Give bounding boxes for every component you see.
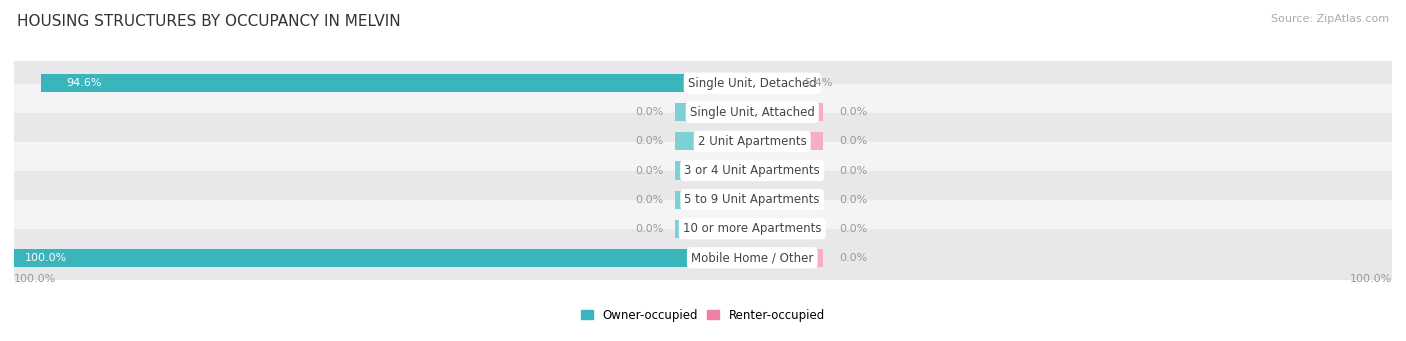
Text: 0.0%: 0.0% xyxy=(636,136,664,146)
Text: 5 to 9 Unit Apartments: 5 to 9 Unit Apartments xyxy=(685,193,820,206)
Text: 0.0%: 0.0% xyxy=(636,195,664,205)
Bar xyxy=(675,191,752,209)
Bar xyxy=(675,132,752,150)
Bar xyxy=(752,74,787,92)
Text: HOUSING STRUCTURES BY OCCUPANCY IN MELVIN: HOUSING STRUCTURES BY OCCUPANCY IN MELVI… xyxy=(17,14,401,29)
Text: 94.6%: 94.6% xyxy=(66,78,101,88)
Bar xyxy=(752,162,823,179)
FancyBboxPatch shape xyxy=(0,200,1406,257)
Text: 0.0%: 0.0% xyxy=(839,195,868,205)
Text: 0.0%: 0.0% xyxy=(636,165,664,176)
Text: 100.0%: 100.0% xyxy=(25,253,67,263)
Text: Single Unit, Attached: Single Unit, Attached xyxy=(690,106,814,119)
Bar xyxy=(675,103,752,121)
Bar xyxy=(752,103,823,121)
Text: 0.0%: 0.0% xyxy=(636,107,664,117)
Text: 0.0%: 0.0% xyxy=(839,224,868,234)
Bar xyxy=(752,249,823,267)
Text: 0.0%: 0.0% xyxy=(839,136,868,146)
Bar xyxy=(675,162,752,179)
Text: 10 or more Apartments: 10 or more Apartments xyxy=(683,222,821,235)
FancyBboxPatch shape xyxy=(0,229,1406,286)
FancyBboxPatch shape xyxy=(0,113,1406,170)
FancyBboxPatch shape xyxy=(0,84,1406,141)
Text: 5.4%: 5.4% xyxy=(804,78,832,88)
FancyBboxPatch shape xyxy=(0,171,1406,228)
Bar xyxy=(752,132,823,150)
Text: 100.0%: 100.0% xyxy=(1350,274,1392,284)
Legend: Owner-occupied, Renter-occupied: Owner-occupied, Renter-occupied xyxy=(581,309,825,322)
Bar xyxy=(0,249,752,267)
Bar xyxy=(752,220,823,238)
Bar xyxy=(675,220,752,238)
Text: 0.0%: 0.0% xyxy=(839,253,868,263)
Text: Mobile Home / Other: Mobile Home / Other xyxy=(690,251,814,264)
Text: 2 Unit Apartments: 2 Unit Apartments xyxy=(697,135,807,148)
Text: 100.0%: 100.0% xyxy=(14,274,56,284)
Text: 3 or 4 Unit Apartments: 3 or 4 Unit Apartments xyxy=(685,164,820,177)
Text: 0.0%: 0.0% xyxy=(839,165,868,176)
Bar xyxy=(41,74,752,92)
FancyBboxPatch shape xyxy=(0,142,1406,199)
Text: Source: ZipAtlas.com: Source: ZipAtlas.com xyxy=(1271,14,1389,24)
Text: 0.0%: 0.0% xyxy=(839,107,868,117)
Text: Single Unit, Detached: Single Unit, Detached xyxy=(688,77,817,90)
Bar xyxy=(752,191,823,209)
FancyBboxPatch shape xyxy=(0,55,1406,112)
Text: 0.0%: 0.0% xyxy=(636,224,664,234)
